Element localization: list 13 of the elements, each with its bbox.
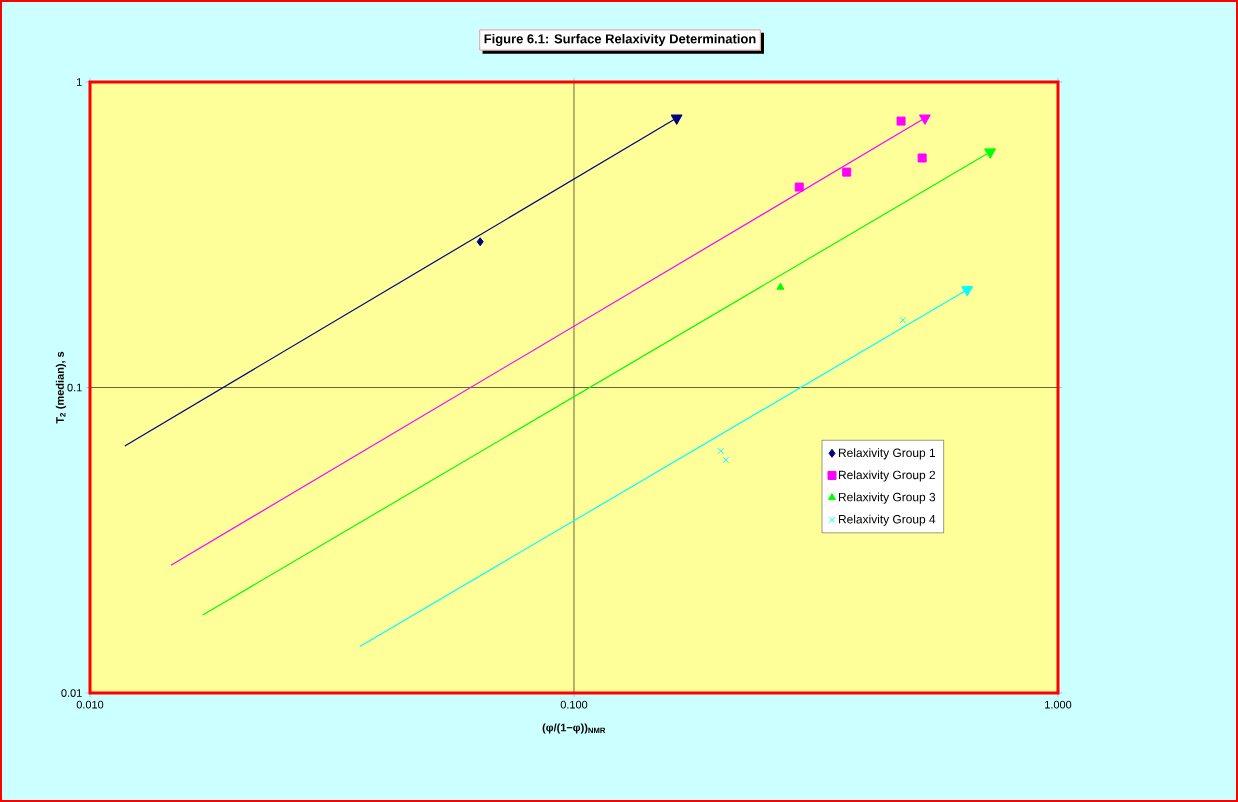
y-tick-label: 1 (76, 78, 82, 86)
chart-title: Figure 6.1: Surface Relaxivity Determination (484, 33, 756, 47)
y-tick-label: 0.01 (61, 689, 82, 697)
legend-label: Relaxivity Group 3 (838, 492, 936, 504)
x-axis-title: (φ/(1−φ))$_{NMR}$ (542, 723, 606, 734)
x-tick-label: 0.100 (560, 700, 588, 709)
legend-label: Relaxivity Group 4 (838, 514, 936, 526)
legend-label: Relaxivity Group 2 (838, 470, 936, 482)
x-tick-label: 0.010 (76, 700, 104, 709)
x-tick-label: 1.000 (1045, 700, 1072, 709)
y-axis-title: T$_{2}$ (median), s (55, 351, 67, 424)
y-tick-label: 0.1 (67, 383, 82, 392)
legend-label: Relaxivity Group 1 (838, 448, 936, 460)
